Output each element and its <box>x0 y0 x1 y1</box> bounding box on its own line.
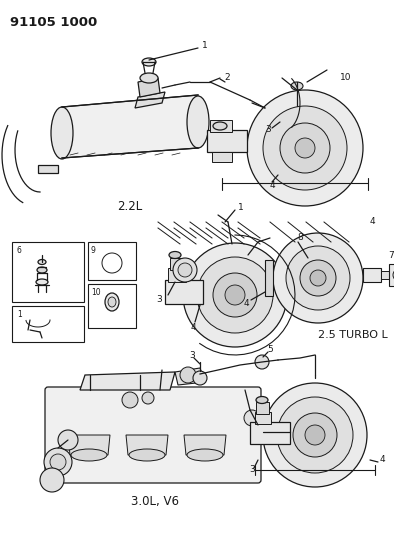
Text: 9: 9 <box>91 246 96 255</box>
Text: 3: 3 <box>189 351 195 360</box>
Circle shape <box>247 90 363 206</box>
Circle shape <box>280 123 330 173</box>
Bar <box>210 120 232 132</box>
Bar <box>170 258 184 270</box>
Text: 5: 5 <box>267 345 273 354</box>
Circle shape <box>263 106 347 190</box>
Circle shape <box>178 263 192 277</box>
Text: 4: 4 <box>269 181 275 190</box>
Ellipse shape <box>37 267 47 273</box>
Circle shape <box>180 367 196 383</box>
Circle shape <box>286 246 350 310</box>
Ellipse shape <box>213 122 227 130</box>
Circle shape <box>40 468 64 492</box>
Circle shape <box>58 430 78 450</box>
Text: 6: 6 <box>17 246 22 255</box>
Circle shape <box>50 454 66 470</box>
Polygon shape <box>138 78 160 97</box>
Bar <box>207 130 247 152</box>
Circle shape <box>225 285 245 305</box>
Circle shape <box>244 410 260 426</box>
Ellipse shape <box>140 73 158 83</box>
Bar <box>212 152 232 162</box>
Text: 2.5 TURBO L: 2.5 TURBO L <box>318 330 388 340</box>
Bar <box>389 264 394 286</box>
Bar <box>38 165 58 173</box>
Circle shape <box>213 273 257 317</box>
Bar <box>265 260 273 296</box>
Circle shape <box>173 258 197 282</box>
Ellipse shape <box>36 279 48 285</box>
Ellipse shape <box>51 107 73 159</box>
Text: 8: 8 <box>297 233 303 243</box>
Polygon shape <box>62 95 198 158</box>
Text: 4: 4 <box>243 298 249 308</box>
Ellipse shape <box>105 293 119 311</box>
Bar <box>255 412 271 424</box>
Ellipse shape <box>71 449 107 461</box>
FancyBboxPatch shape <box>45 387 261 483</box>
Text: 1: 1 <box>202 41 208 50</box>
Ellipse shape <box>291 82 303 90</box>
Bar <box>381 271 389 279</box>
Ellipse shape <box>142 58 156 66</box>
Polygon shape <box>184 435 226 455</box>
Ellipse shape <box>169 252 181 259</box>
Circle shape <box>193 371 207 385</box>
Circle shape <box>197 257 273 333</box>
Text: 4: 4 <box>380 456 386 464</box>
Circle shape <box>122 392 138 408</box>
Bar <box>250 422 290 444</box>
Text: 4: 4 <box>369 217 375 227</box>
Ellipse shape <box>108 297 116 307</box>
Text: 3.0L, V6: 3.0L, V6 <box>131 495 179 508</box>
Bar <box>363 268 381 282</box>
Ellipse shape <box>256 397 268 403</box>
Text: 1: 1 <box>238 203 244 212</box>
Circle shape <box>300 260 336 296</box>
Circle shape <box>44 448 72 476</box>
Bar <box>165 280 203 304</box>
Polygon shape <box>135 92 165 108</box>
Text: 3: 3 <box>265 125 271 134</box>
Bar <box>12 242 84 302</box>
Circle shape <box>273 233 363 323</box>
Bar <box>88 242 136 280</box>
Text: 3: 3 <box>156 295 162 304</box>
Polygon shape <box>68 435 110 455</box>
Text: 4: 4 <box>190 324 196 333</box>
Circle shape <box>142 392 154 404</box>
Polygon shape <box>175 368 205 385</box>
Circle shape <box>293 413 337 457</box>
Ellipse shape <box>38 260 46 264</box>
Bar <box>12 306 84 342</box>
Text: 91105 1000: 91105 1000 <box>10 16 97 29</box>
Text: 1: 1 <box>17 310 22 319</box>
Text: 2: 2 <box>224 72 230 82</box>
Circle shape <box>310 270 326 286</box>
Text: 10: 10 <box>340 74 351 83</box>
Bar <box>88 284 136 328</box>
Circle shape <box>263 383 367 487</box>
Text: 2.2L: 2.2L <box>117 200 143 213</box>
Bar <box>168 268 186 282</box>
Bar <box>256 402 269 414</box>
Circle shape <box>277 397 353 473</box>
Polygon shape <box>80 372 175 390</box>
Text: 7: 7 <box>388 252 394 261</box>
Circle shape <box>183 243 287 347</box>
Circle shape <box>295 138 315 158</box>
Ellipse shape <box>129 449 165 461</box>
Polygon shape <box>126 435 168 455</box>
Ellipse shape <box>187 96 209 148</box>
Ellipse shape <box>187 449 223 461</box>
Circle shape <box>305 425 325 445</box>
Text: 3: 3 <box>249 465 255 474</box>
Circle shape <box>255 355 269 369</box>
Text: 10: 10 <box>91 288 100 297</box>
